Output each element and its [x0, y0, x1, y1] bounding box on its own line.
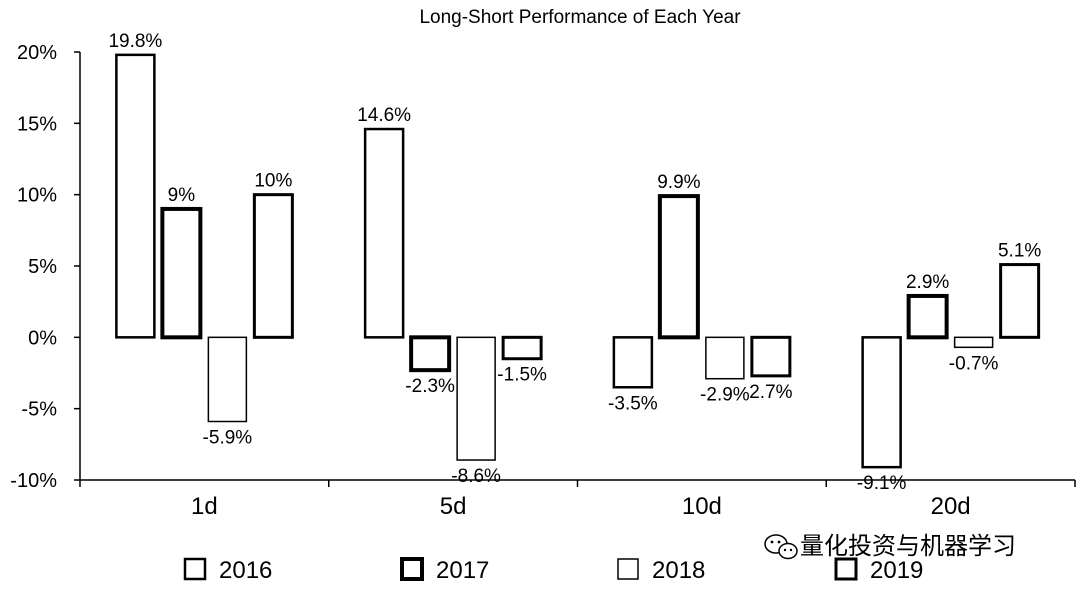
y-axis: 20% 15% 10% 5% 0% -5% -10% [10, 42, 81, 492]
bar-2019-1d [252, 193, 294, 339]
watermark-text: 量化投资与机器学习 [800, 533, 1016, 560]
bar-2016-10d [612, 336, 654, 389]
bar-2016-1d [115, 53, 156, 339]
bar-2019-10d [750, 335, 792, 378]
x-tick-label: 10d [682, 493, 722, 520]
bars [115, 53, 1041, 469]
chart-title: Long-Short Performance of Each Year [419, 7, 741, 28]
x-tick-label: 20d [931, 493, 971, 520]
bar-2016-5d [363, 127, 405, 339]
y-tick-label: 5% [28, 256, 57, 278]
data-label: -1.5% [497, 365, 547, 386]
legend-swatch-2018 [617, 558, 639, 580]
y-tick-label: 20% [17, 42, 57, 64]
legend-label: 2016 [219, 557, 272, 584]
bar-2019-5d [501, 335, 543, 361]
data-label: 9% [168, 185, 196, 206]
legend-swatch-2017 [400, 557, 424, 581]
data-label: -3.5% [608, 393, 658, 414]
data-labels: 19.8% 14.6% -3.5% -9.1% 9% -2.3% 9.9% 2.9% -5.9%… [108, 31, 1041, 494]
x-tick-label: 5d [440, 493, 467, 520]
legend-swatch-2016 [183, 557, 207, 581]
legend-label: 2018 [652, 557, 705, 584]
legend-swatch-2019 [834, 557, 858, 581]
legend-label: 2019 [870, 557, 923, 584]
data-label: -9.1% [857, 473, 907, 494]
y-tick-label: -5% [21, 399, 57, 421]
bar-2018-20d [953, 336, 994, 349]
data-label: 2.9% [906, 272, 949, 293]
data-label: 2.7% [749, 382, 792, 403]
data-label: 5.1% [998, 241, 1041, 262]
bar-2018-1d [207, 336, 248, 423]
x-axis: 1d 5d 10d 20d [79, 479, 1076, 520]
bar-2017-5d [409, 335, 452, 373]
bar-2019-20d [999, 263, 1041, 339]
data-label: 10% [254, 171, 292, 192]
data-label: 14.6% [357, 105, 411, 126]
wechat-icon [764, 534, 798, 560]
data-label: 9.9% [657, 172, 700, 193]
legend-label: 2017 [436, 557, 489, 584]
watermark: 量化投资与机器学习 [764, 533, 1016, 560]
x-tick-label: 1d [191, 493, 218, 520]
y-tick-label: 0% [28, 327, 57, 349]
data-label: -2.9% [700, 385, 750, 406]
y-tick-label: 10% [17, 185, 57, 207]
y-tick-label: 15% [17, 113, 57, 135]
data-label: -2.3% [405, 376, 455, 397]
bar-2018-10d [705, 336, 745, 380]
bar-2018-5d [456, 336, 496, 461]
data-label: -0.7% [949, 353, 999, 374]
y-tick-label: -10% [10, 470, 57, 492]
data-label: -5.9% [203, 428, 253, 449]
bar-2016-20d [861, 336, 902, 469]
data-label: -8.6% [451, 466, 501, 487]
legend: 2016 2017 2018 2019 [183, 557, 923, 584]
bar-2017-1d [160, 206, 203, 340]
data-label: 19.8% [108, 31, 162, 52]
bar-2017-10d [657, 194, 700, 340]
bar-2017-20d [906, 293, 949, 340]
